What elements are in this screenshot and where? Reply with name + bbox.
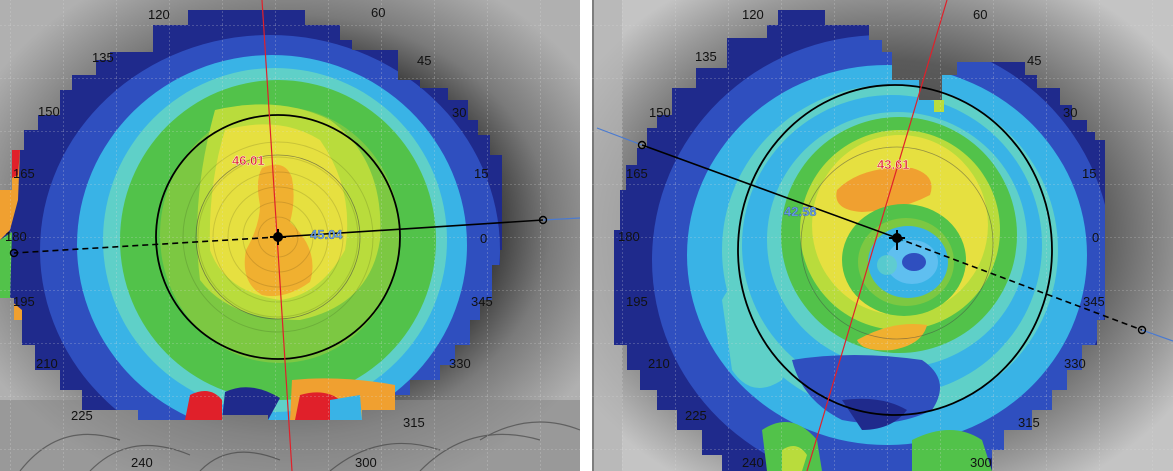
svg-text:240: 240 [131, 455, 153, 470]
svg-text:135: 135 [695, 49, 717, 64]
right-flat-meridian-solid [641, 144, 898, 239]
right-flat-k-value: 42.58 [784, 204, 817, 219]
left-map-canvas: 120 60 135 45 150 30 165 15 180 0 195 34… [0, 0, 580, 471]
svg-text:195: 195 [13, 294, 35, 309]
right-flat-meridian-dashed [896, 237, 1143, 331]
right-map-canvas: 120 60 135 45 150 30 165 15 180 0 195 34… [592, 0, 1173, 471]
right-meridian-handle-left [637, 140, 647, 150]
svg-text:165: 165 [13, 166, 35, 181]
svg-text:30: 30 [452, 105, 466, 120]
svg-text:15: 15 [474, 166, 488, 181]
svg-text:315: 315 [1018, 415, 1040, 430]
right-steep-k-value: 43.61 [877, 157, 910, 172]
svg-text:225: 225 [685, 408, 707, 423]
svg-text:195: 195 [626, 294, 648, 309]
svg-text:30: 30 [1063, 105, 1077, 120]
right-angle-labels: 120 60 135 45 150 30 165 15 180 0 195 34… [618, 7, 1105, 470]
right-pupil-circle [737, 84, 1053, 416]
svg-text:210: 210 [36, 356, 58, 371]
svg-text:150: 150 [38, 104, 60, 119]
left-angle-labels: 120 60 135 45 150 30 165 15 180 0 195 34… [5, 5, 493, 470]
svg-text:345: 345 [471, 294, 493, 309]
left-flat-k-value: 45.04 [310, 227, 343, 242]
left-center-marker-icon [270, 229, 286, 245]
svg-text:300: 300 [970, 455, 992, 470]
svg-text:330: 330 [1064, 356, 1086, 371]
svg-text:165: 165 [626, 166, 648, 181]
left-flat-meridian-solid [277, 219, 544, 238]
svg-text:300: 300 [355, 455, 377, 470]
svg-text:330: 330 [449, 356, 471, 371]
right-center-marker-icon [889, 230, 905, 250]
svg-text:225: 225 [71, 408, 93, 423]
svg-text:60: 60 [973, 7, 987, 22]
svg-text:180: 180 [5, 229, 27, 244]
right-meridian-handle-right [1137, 325, 1147, 335]
left-meridian-handle-right [538, 215, 548, 225]
right-topography-map: 120 60 135 45 150 30 165 15 180 0 195 34… [592, 0, 1173, 471]
svg-text:315: 315 [403, 415, 425, 430]
svg-text:0: 0 [1092, 230, 1099, 245]
left-steep-k-value: 46.01 [232, 153, 265, 168]
svg-text:240: 240 [742, 455, 764, 470]
svg-text:15: 15 [1082, 166, 1096, 181]
svg-text:345: 345 [1083, 294, 1105, 309]
left-pupil-circle [155, 114, 401, 360]
svg-text:135: 135 [92, 50, 114, 65]
svg-text:150: 150 [649, 105, 671, 120]
left-flat-meridian-dashed [13, 236, 279, 254]
svg-text:45: 45 [1027, 53, 1041, 68]
left-meridian-handle-left [9, 248, 19, 258]
svg-text:180: 180 [618, 229, 640, 244]
right-grid [592, 0, 1173, 471]
svg-text:120: 120 [742, 7, 764, 22]
svg-text:120: 120 [148, 7, 170, 22]
right-steep-meridian [806, 0, 948, 471]
left-topography-map: 120 60 135 45 150 30 165 15 180 0 195 34… [0, 0, 580, 471]
svg-text:210: 210 [648, 356, 670, 371]
svg-text:45: 45 [417, 53, 431, 68]
svg-text:0: 0 [480, 231, 487, 246]
svg-text:60: 60 [371, 5, 385, 20]
